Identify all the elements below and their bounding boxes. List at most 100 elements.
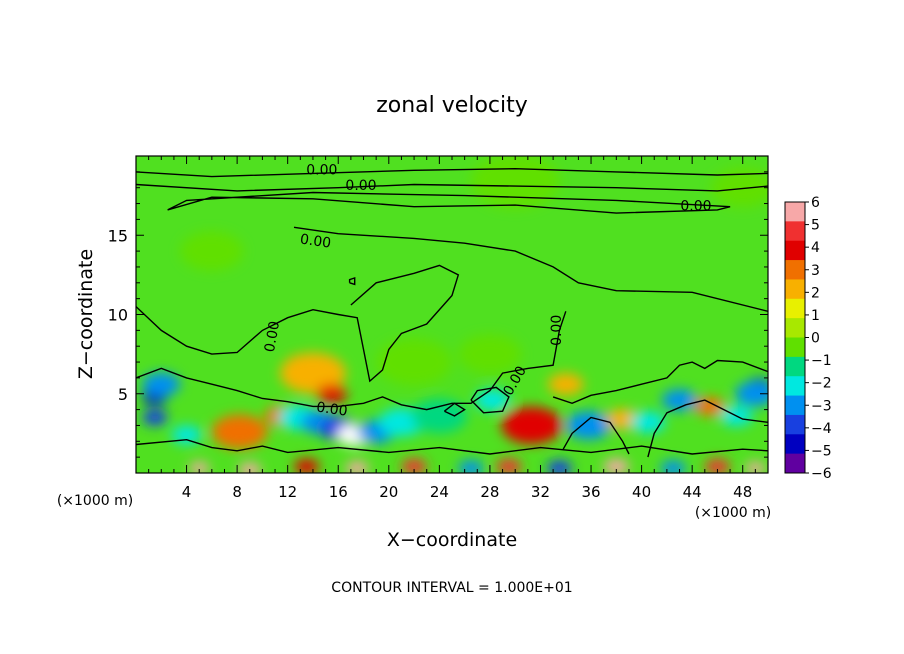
x-tick-label: 24 — [430, 483, 449, 501]
field-anomaly — [565, 411, 612, 440]
field-anomaly — [548, 373, 584, 396]
x-tick-label: 44 — [683, 483, 702, 501]
field-anomaly — [316, 384, 348, 404]
colorbar-segment — [785, 356, 805, 377]
x-axis-label: X−coordinate — [387, 529, 517, 551]
colorbar-tick-label: 0 — [811, 331, 820, 347]
contour-line — [136, 311, 567, 411]
field-anomaly — [376, 338, 452, 386]
contour-label: 0.00 — [680, 199, 711, 215]
colorbar-segment — [785, 221, 805, 242]
colorbar: 6 5 4 3 2 1 0 −1 −2 −3 −4 −5 −6 — [784, 195, 832, 482]
x-tick-label: 20 — [379, 483, 398, 501]
x-unit-right: (×1000 m) — [695, 505, 771, 521]
contour-line — [136, 183, 768, 192]
colorbar-segment — [785, 240, 805, 261]
contour-label: 0.00 — [262, 320, 283, 353]
field-anomaly — [501, 406, 562, 445]
x-unit-left: (×1000 m) — [57, 493, 133, 509]
field-anomaly — [704, 458, 731, 473]
colorbar-tick-label: −3 — [811, 398, 832, 414]
contour-line — [167, 191, 731, 214]
colorbar-tick-label: −2 — [811, 376, 832, 392]
field-anomaly — [546, 460, 573, 473]
chart-title: zonal velocity — [376, 93, 528, 118]
field-anomaly — [458, 334, 522, 374]
colorbar-tick-label: −1 — [811, 353, 832, 369]
field-anomaly — [496, 458, 522, 473]
field-anomaly — [180, 231, 244, 271]
field-anomaly — [189, 461, 210, 473]
field-anomaly — [142, 372, 181, 396]
field-anomaly — [345, 461, 369, 473]
x-tick-label: 8 — [232, 483, 242, 501]
y-tick-label: 5 — [118, 385, 128, 404]
colorbar-segment — [785, 298, 805, 319]
field-anomaly — [711, 168, 768, 208]
field-anomaly — [280, 352, 346, 394]
x-axis-ticks: 4 8 12 16 20 24 28 32 36 40 44 48 — [148, 156, 756, 501]
field-anomaly — [171, 425, 202, 445]
colorbar-segment — [785, 318, 805, 338]
colorbar-tick-label: 4 — [811, 240, 820, 256]
contour-line — [552, 359, 768, 405]
contour-label: 0.00 — [315, 400, 348, 420]
contour-line — [136, 264, 460, 383]
contour-interval-note: CONTOUR INTERVAL = 1.000E+01 — [331, 580, 572, 596]
colorbar-segment — [785, 434, 805, 455]
field-anomaly — [401, 458, 427, 473]
contour-lines — [136, 167, 768, 458]
field-anomaly — [211, 414, 268, 450]
colorbar-tick-label: −6 — [811, 466, 832, 482]
colorbar-tick-label: 2 — [811, 285, 820, 301]
x-tick-label: 28 — [480, 483, 499, 501]
colorbar-tick-label: 6 — [811, 195, 820, 211]
field-anomaly — [238, 462, 262, 473]
contour-line — [136, 438, 768, 455]
colorbar-tick-label: −4 — [811, 421, 832, 437]
colorbar-tick-label: −5 — [811, 443, 832, 459]
colorbar-segment — [785, 260, 805, 280]
field-anomaly — [660, 460, 686, 473]
field-anomaly — [745, 461, 766, 473]
x-tick-label: 16 — [329, 483, 348, 501]
colorbar-segment — [785, 453, 805, 474]
contour-label: 0.00 — [549, 315, 565, 346]
field-anomaly — [735, 381, 768, 407]
colorbar-segment — [785, 202, 805, 222]
field-anomaly — [470, 156, 560, 209]
contour-line — [293, 226, 768, 312]
colorbar-segment — [785, 337, 805, 358]
colorbar-segment — [785, 414, 805, 435]
contour-line — [647, 399, 768, 458]
contour-line — [470, 386, 510, 414]
contour-line — [562, 416, 630, 455]
field-anomaly — [661, 389, 698, 412]
contour-line — [348, 277, 356, 286]
x-tick-label: 36 — [581, 483, 600, 501]
colorbar-tick-label: 1 — [811, 308, 820, 324]
contour-label: 0.00 — [299, 231, 332, 251]
field-anomaly — [142, 409, 168, 426]
colorbar-segment — [785, 279, 805, 300]
colorbar-segment — [785, 395, 805, 416]
colorbar-segment — [785, 376, 805, 397]
field-anomaly — [411, 398, 468, 434]
x-tick-label: 12 — [278, 483, 297, 501]
field-anomaly — [694, 397, 726, 416]
field-anomaly — [630, 411, 666, 434]
field-anomaly — [294, 458, 320, 473]
x-tick-label: 32 — [531, 483, 550, 501]
contour-label: 0.00 — [345, 178, 376, 194]
y-axis-ticks: 5 10 15 — [108, 171, 768, 458]
x-tick-label: 40 — [632, 483, 651, 501]
y-tick-label: 10 — [108, 306, 128, 325]
x-tick-label: 48 — [733, 483, 752, 501]
contour-line — [136, 167, 768, 178]
field-anomaly — [458, 460, 484, 473]
y-tick-label: 15 — [108, 226, 128, 245]
colorbar-tick-label: 5 — [811, 218, 820, 234]
y-axis-label: Z−coordinate — [75, 249, 97, 379]
x-tick-label: 4 — [182, 483, 192, 501]
